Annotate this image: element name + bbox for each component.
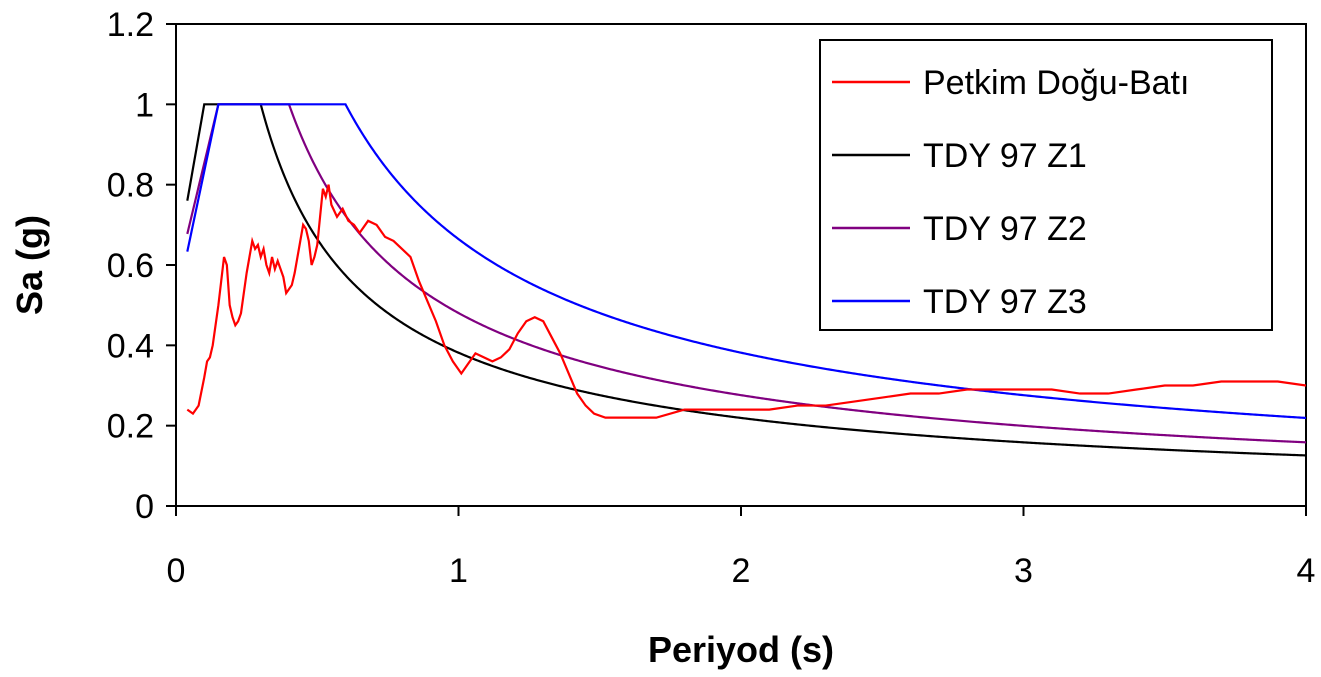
legend-box — [819, 39, 1273, 331]
legend-label: TDY 97 Z3 — [923, 283, 1087, 321]
series-line-0 — [186, 184, 1306, 419]
series-layer — [186, 103, 1306, 457]
x-tick-label: 4 — [1297, 552, 1316, 590]
x-tick-label: 2 — [732, 552, 751, 590]
series-line-1 — [186, 103, 1306, 457]
x-tick-label: 1 — [449, 552, 468, 590]
legend-label: TDY 97 Z2 — [923, 210, 1087, 248]
y-tick-label: 1 — [135, 86, 154, 124]
x-tick-label: 0 — [167, 552, 186, 590]
y-tick-label: 0 — [135, 488, 154, 526]
x-tick-label: 3 — [1014, 552, 1033, 590]
y-tick-label: 1.2 — [107, 6, 154, 44]
axes: 0 0.2 0.4 0.6 0.8 1 1.2 0 1 2 3 4 — [107, 6, 1316, 590]
legend: Petkim Doğu-Batı TDY 97 Z1 TDY 97 Z2 TDY 97… — [819, 39, 1273, 331]
series-line-3 — [186, 103, 1306, 420]
y-tick-label: 0.4 — [107, 327, 154, 365]
y-tick-label: 0.6 — [107, 247, 154, 285]
legend-label: Petkim Doğu-Batı — [923, 64, 1189, 102]
legend-label: TDY 97 Z1 — [923, 137, 1087, 175]
series-line-2 — [186, 103, 1306, 444]
x-axis-title: Periyod (s) — [648, 629, 834, 670]
y-tick-label: 0.2 — [107, 408, 154, 446]
y-tick-label: 0.8 — [107, 167, 154, 205]
y-axis-title: Sa (g) — [9, 215, 50, 315]
